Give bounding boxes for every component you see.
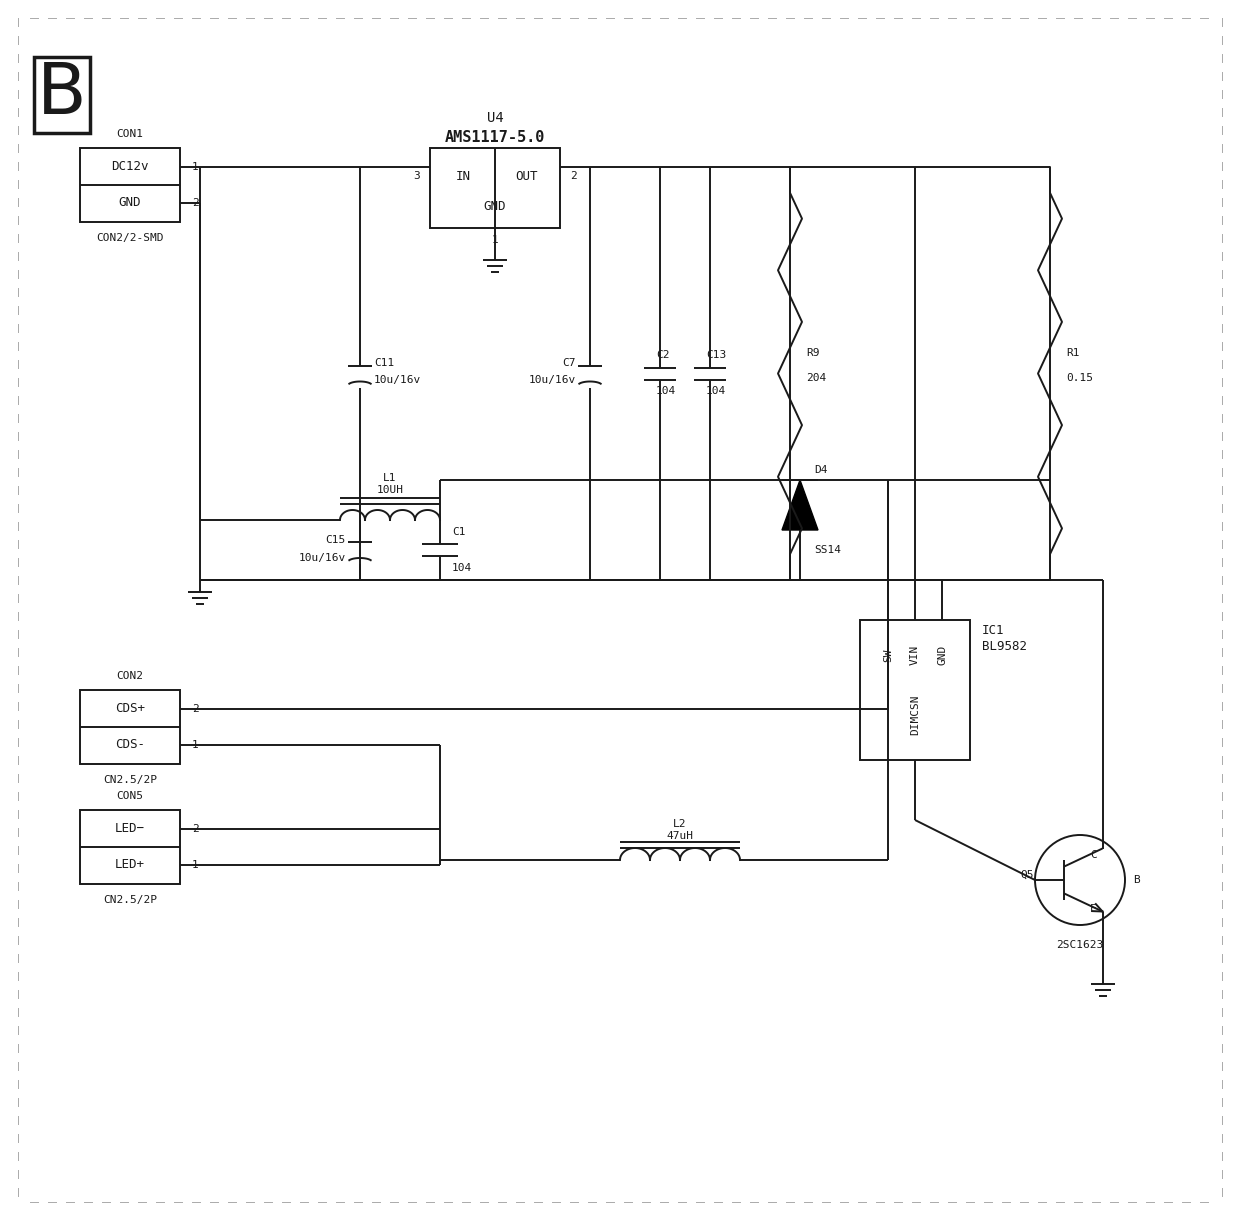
Text: L2: L2 [673, 819, 687, 830]
Text: C1: C1 [453, 527, 465, 537]
Text: CDS-: CDS- [115, 738, 145, 752]
Bar [861, 620, 970, 760]
Text: 204: 204 [806, 373, 826, 383]
Text: IN: IN [455, 170, 470, 183]
Text: IC1: IC1 [982, 623, 1004, 637]
Text: VIN: VIN [910, 645, 920, 665]
Text: AMS1117-5.0: AMS1117-5.0 [445, 131, 546, 145]
Text: GND: GND [119, 196, 141, 210]
Text: C15: C15 [326, 536, 346, 545]
Text: 1: 1 [491, 235, 498, 245]
Text: R9: R9 [806, 348, 820, 357]
Text: 1: 1 [192, 162, 198, 172]
Bar [430, 148, 560, 228]
Text: LED−: LED− [115, 822, 145, 836]
Text: C13: C13 [706, 350, 727, 360]
Text: 2: 2 [570, 171, 577, 181]
Text: 0.15: 0.15 [1066, 373, 1092, 383]
Polygon shape [782, 479, 818, 529]
Text: CN2.5/2P: CN2.5/2P [103, 895, 157, 905]
Text: 10u/16v: 10u/16v [374, 375, 422, 384]
Text: OUT: OUT [516, 170, 538, 183]
Text: C2: C2 [656, 350, 670, 360]
Text: 10u/16v: 10u/16v [299, 553, 346, 562]
Text: DIMCSN: DIMCSN [910, 694, 920, 736]
Text: CON2/2-SMD: CON2/2-SMD [97, 233, 164, 243]
Text: C7: C7 [563, 359, 577, 368]
Text: DC12v: DC12v [112, 161, 149, 173]
Text: GND: GND [484, 200, 506, 212]
Text: R1: R1 [1066, 348, 1080, 357]
Text: CON5: CON5 [117, 791, 144, 802]
Text: GND: GND [937, 645, 947, 665]
Bar [81, 810, 180, 884]
Text: BL9582: BL9582 [982, 639, 1027, 653]
Text: 2: 2 [192, 704, 198, 714]
Text: 104: 104 [453, 562, 472, 573]
Text: 1: 1 [192, 860, 198, 870]
Text: 104: 104 [656, 387, 676, 396]
Text: L1: L1 [383, 473, 397, 483]
Text: 10UH: 10UH [377, 486, 403, 495]
Text: C: C [1090, 850, 1096, 860]
Text: B: B [37, 61, 87, 129]
Text: CDS+: CDS+ [115, 703, 145, 715]
Text: CON2: CON2 [117, 671, 144, 681]
Text: 47uH: 47uH [667, 831, 693, 841]
Text: SS14: SS14 [813, 545, 841, 555]
Text: U4: U4 [486, 111, 503, 124]
Bar [81, 148, 180, 222]
Text: B: B [1133, 875, 1140, 884]
Text: 3: 3 [413, 171, 420, 181]
Text: 10u/16v: 10u/16v [528, 375, 577, 384]
Text: SW: SW [883, 648, 893, 661]
Text: 2SC1623: 2SC1623 [1056, 939, 1104, 950]
Text: C11: C11 [374, 359, 394, 368]
Text: 104: 104 [706, 387, 727, 396]
Text: D4: D4 [813, 465, 827, 475]
Text: 2: 2 [192, 198, 198, 207]
Text: CN2.5/2P: CN2.5/2P [103, 775, 157, 784]
Text: LED+: LED+ [115, 859, 145, 871]
Text: E: E [1090, 904, 1096, 914]
Bar [81, 691, 180, 764]
Text: Q5: Q5 [1021, 870, 1033, 880]
Text: 1: 1 [192, 741, 198, 750]
Text: 2: 2 [192, 824, 198, 834]
Text: CON1: CON1 [117, 129, 144, 139]
